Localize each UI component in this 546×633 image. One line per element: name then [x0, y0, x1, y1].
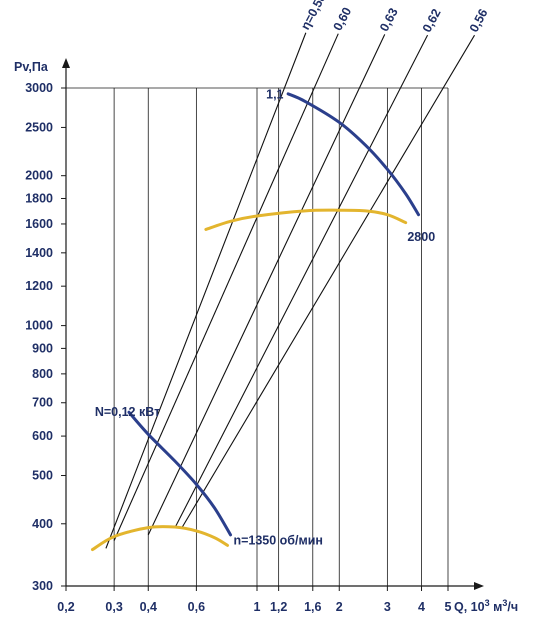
y-axis-title: Pv,Па — [14, 60, 49, 74]
annotation-label: N=0,12 кВт — [95, 405, 160, 419]
x-tick-label: 5 — [445, 600, 452, 614]
y-tick-label: 1200 — [25, 279, 53, 293]
x-tick-label: 0,2 — [57, 600, 74, 614]
efficiency-line — [147, 34, 386, 536]
efficiency-label: 0,60 — [331, 5, 355, 33]
y-tick-label: 1800 — [25, 191, 53, 205]
efficiency-line — [113, 33, 339, 541]
x-tick-label: 0,6 — [188, 600, 205, 614]
y-tick-label: 600 — [32, 429, 53, 443]
pressure-curve — [286, 92, 421, 217]
efficiency-lines: η=0,58 0,60 0,63 0,62 0,56 — [105, 0, 491, 549]
y-tick-label: 400 — [32, 517, 53, 531]
y-tick-label: 300 — [32, 579, 53, 593]
y-tick-label: 3000 — [25, 81, 53, 95]
y-axis-arrow — [62, 58, 70, 68]
efficiency-label: η=0,58 — [298, 0, 329, 32]
efficiency-label: 0,63 — [377, 6, 401, 34]
x-tick-label: 1 — [254, 600, 261, 614]
x-tick-label: 4 — [418, 600, 425, 614]
labels: 300 400 500 600 700 800 900 1000 1200 1400 1600 180… — [14, 60, 518, 614]
x-tick-label: 1,2 — [270, 600, 287, 614]
pressure-curve — [127, 410, 233, 537]
efficiency-line — [181, 34, 476, 529]
power-curve — [90, 525, 230, 552]
x-tick-label: 0,3 — [105, 600, 122, 614]
y-tick-label: 2500 — [25, 120, 53, 134]
grid-layer — [66, 87, 449, 586]
efficiency-label: 0,56 — [467, 6, 491, 34]
y-tick-label: 900 — [32, 341, 53, 355]
annotation-label: n=1350 об/мин — [233, 534, 323, 548]
x-tick-label: 0,4 — [140, 600, 157, 614]
y-tick-label: 1400 — [25, 246, 53, 260]
x-tick-label: 2 — [336, 600, 343, 614]
y-tick-label: 1600 — [25, 217, 53, 231]
x-tick-label: 3 — [384, 600, 391, 614]
y-tick-label: 700 — [32, 396, 53, 410]
axes — [61, 58, 484, 591]
x-tick-label: 1,6 — [304, 600, 321, 614]
efficiency-line — [174, 34, 429, 529]
y-tick-label: 500 — [32, 469, 53, 483]
y-tick-label: 2000 — [25, 169, 53, 183]
power-curve — [204, 208, 408, 231]
efficiency-label: 0,62 — [420, 6, 444, 34]
efficiency-line — [105, 32, 307, 549]
y-tick-label: 1000 — [25, 319, 53, 333]
annotation-label: 1,1 — [266, 88, 283, 102]
x-axis-arrow — [474, 582, 484, 590]
series-layer — [90, 92, 421, 552]
annotation-label: 2800 — [407, 230, 435, 244]
x-axis-title: Q, 103 м3/ч — [454, 598, 518, 614]
y-tick-label: 800 — [32, 367, 53, 381]
